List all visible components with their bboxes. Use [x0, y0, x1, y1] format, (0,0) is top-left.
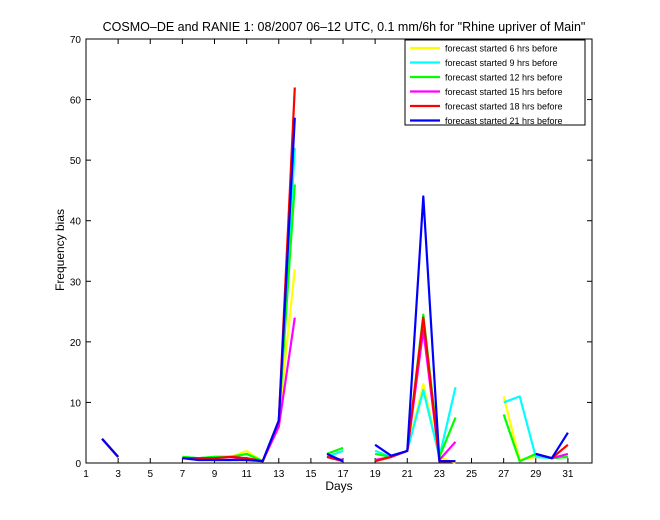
legend-box: [404, 39, 586, 126]
x-axis: 1 3 5 7 9 11 13 15 17 19 21 23 25 27 29 31: [83, 39, 574, 480]
x-tick-label: 19: [370, 469, 382, 480]
y-tick-label: 50: [70, 156, 82, 167]
y-tick-label: 10: [70, 398, 82, 409]
x-tick-label: 1: [83, 469, 89, 480]
x-tick-label: 21: [402, 469, 414, 480]
x-tick-label: 23: [434, 469, 446, 480]
x-axis-label: Days: [325, 479, 352, 493]
x-tick-label: 25: [466, 469, 478, 480]
x-tick-label: 17: [337, 469, 349, 480]
chart-title: COSMO–DE and RANIE 1: 08/2007 06–12 UTC,…: [103, 20, 586, 34]
y-tick-label: 20: [70, 338, 82, 349]
series-line-6: [101, 117, 569, 463]
x-tick-label: 5: [147, 469, 153, 480]
legend: forecast started 6 hrs before forecast st…: [404, 39, 586, 126]
y-tick-label: 0: [75, 459, 81, 470]
legend-label-5: forecast started 18 hrs before: [445, 102, 563, 112]
x-tick-label: 3: [115, 469, 121, 480]
legend-label-2: forecast started 9 hrs before: [445, 58, 558, 68]
y-tick-label: 70: [70, 35, 82, 46]
y-axis-label: Frequency bias: [53, 209, 67, 291]
legend-label-3: forecast started 12 hrs before: [445, 73, 563, 83]
y-tick-label: 40: [70, 217, 82, 228]
x-tick-label: 27: [498, 469, 510, 480]
x-tick-label: 13: [273, 469, 285, 480]
legend-label-4: forecast started 15 hrs before: [445, 87, 563, 97]
y-tick-label: 30: [70, 277, 82, 288]
y-tick-label: 60: [70, 96, 82, 107]
legend-label-1: forecast started 6 hrs before: [445, 44, 558, 54]
legend-label-6: forecast started 21 hrs before: [445, 116, 563, 126]
series-lines: [101, 87, 569, 465]
y-axis: 0 10 20 30 40 50 60 70: [70, 35, 592, 470]
x-tick-label: 31: [562, 469, 574, 480]
x-tick-label: 11: [241, 469, 252, 480]
x-tick-label: 29: [530, 469, 542, 480]
x-tick-label: 15: [305, 469, 317, 480]
x-tick-label: 7: [180, 469, 186, 480]
x-tick-label: 9: [212, 469, 218, 480]
